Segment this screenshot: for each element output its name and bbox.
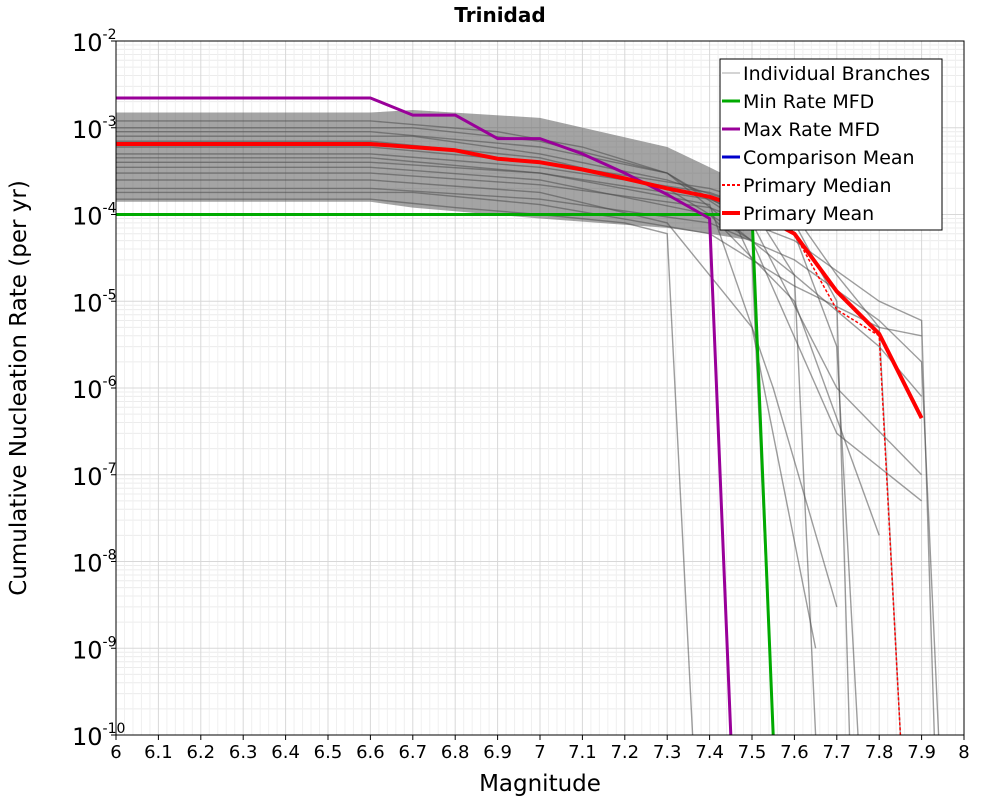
- x-tick-label: 6.8: [441, 742, 470, 763]
- x-tick-label: 7.1: [568, 742, 597, 763]
- x-tick-label: 6.3: [229, 742, 258, 763]
- legend: Individual Branches Min Rate MFD Max Rate …: [719, 58, 943, 231]
- legend-box: [719, 58, 943, 231]
- y-axis: 10-10 10-9 10-8 10-7 10-6 10-5 10-4 10-3 10-2: [72, 27, 125, 751]
- x-tick-label: 7.4: [695, 742, 724, 763]
- y-tick-label: 10-9: [72, 634, 117, 664]
- x-axis-label: Magnitude: [479, 771, 601, 797]
- legend-label: Min Rate MFD: [743, 91, 874, 113]
- y-tick-label: 10-8: [72, 548, 117, 578]
- y-tick-label: 10-7: [72, 461, 117, 491]
- x-tick-label: 7.9: [907, 742, 936, 763]
- x-tick-label: 7.8: [865, 742, 894, 763]
- x-tick-label: 7: [534, 742, 545, 763]
- x-tick-label: 7.3: [653, 742, 682, 763]
- y-tick-label: 10-6: [72, 374, 117, 404]
- branch-line: [116, 161, 859, 736]
- legend-label: Primary Mean: [743, 203, 874, 225]
- x-tick-label: 7.5: [738, 742, 767, 763]
- series-line-min-rate-mfd: [116, 213, 775, 736]
- x-tick-label: 6.7: [398, 742, 427, 763]
- x-tick-label: 8: [958, 742, 969, 763]
- branch-line: [116, 166, 880, 536]
- branch-line: [116, 157, 838, 608]
- summary-lines-group: [116, 96, 924, 736]
- y-tick-label: 10-4: [72, 201, 117, 231]
- branch-line: [116, 153, 851, 736]
- x-tick-label: 6.9: [483, 742, 512, 763]
- series-line-primary-mean: [116, 142, 924, 419]
- branch-line: [116, 120, 774, 736]
- x-tick-label: 6.5: [314, 742, 343, 763]
- legend-label: Primary Median: [743, 175, 892, 197]
- y-axis-label: Cumulative Nucleation Rate (per yr): [6, 180, 32, 596]
- x-tick-label: 6.1: [144, 742, 173, 763]
- legend-label: Individual Branches: [743, 63, 930, 85]
- x-tick-label: 6.4: [271, 742, 300, 763]
- legend-label: Comparison Mean: [743, 147, 915, 169]
- chart-title: Trinidad: [454, 3, 545, 27]
- x-tick-label: 6.6: [356, 742, 385, 763]
- x-tick-label: 7.7: [822, 742, 851, 763]
- x-tick-label: 6: [110, 742, 121, 763]
- y-tick-label: 10-10: [72, 721, 125, 751]
- x-tick-label: 6.2: [186, 742, 215, 763]
- legend-label: Max Rate MFD: [743, 119, 880, 141]
- x-tick-label: 7.6: [780, 742, 809, 763]
- y-tick-label: 10-2: [72, 27, 117, 57]
- branch-line: [116, 179, 817, 649]
- branch-line: [116, 127, 923, 397]
- y-tick-label: 10-3: [72, 114, 117, 144]
- series-line-max-rate-mfd: [116, 96, 733, 736]
- y-tick-label: 10-5: [72, 287, 117, 317]
- x-axis: 6 6.1 6.2 6.3 6.4 6.5 6.6 6.7 6.8 6.9 7 7.1 7.2 7.3 7.…: [110, 735, 970, 763]
- x-tick-label: 7.2: [610, 742, 639, 763]
